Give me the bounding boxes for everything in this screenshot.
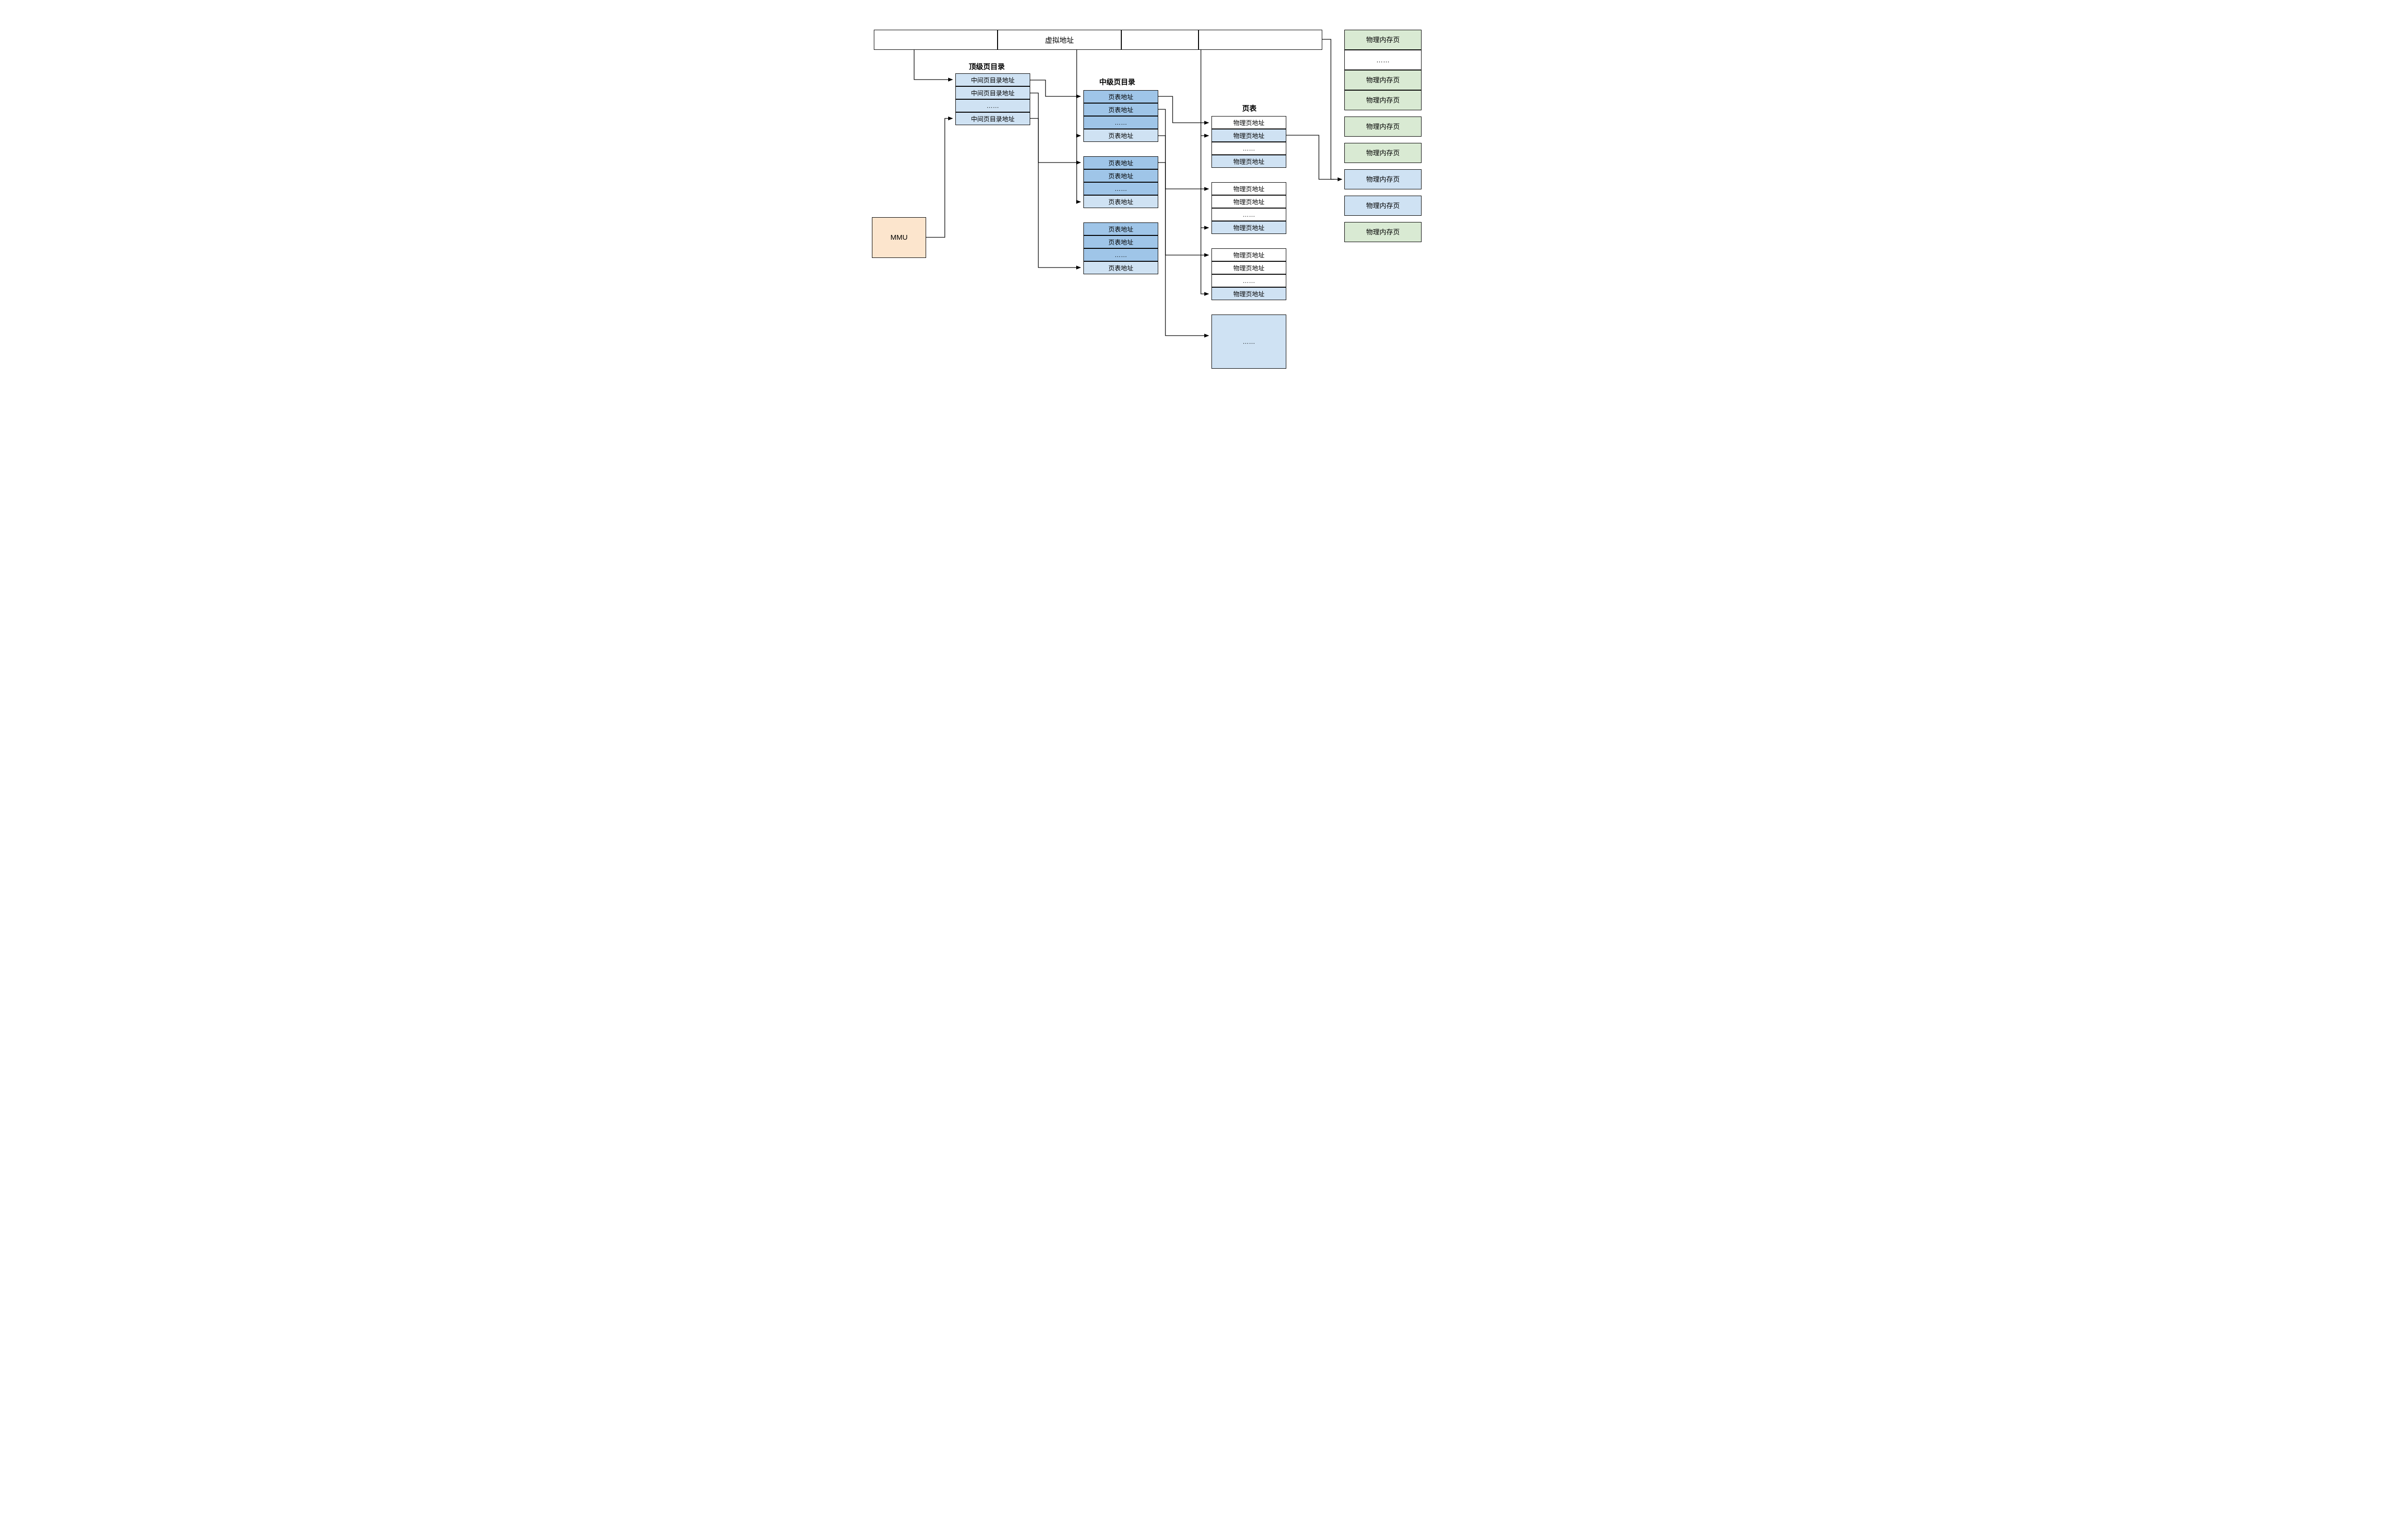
va-header-label: 虚拟地址 <box>1045 35 1074 45</box>
mid-dir-row: …… <box>1083 116 1158 129</box>
top-dir-row: …… <box>955 99 1030 112</box>
mid-dir-row: 页表地址 <box>1083 169 1158 182</box>
page-table-row: 物理页地址 <box>1211 287 1286 300</box>
ellipsis-label: …… <box>1243 338 1255 345</box>
page-table-row: 物理页地址 <box>1211 195 1286 208</box>
mid-dir-row: …… <box>1083 248 1158 261</box>
page-table-row: …… <box>1211 208 1286 221</box>
mid-dir-row: 页表地址 <box>1083 156 1158 169</box>
mid-dir-row: 页表地址 <box>1083 103 1158 116</box>
mid-dir-row: 页表地址 <box>1083 90 1158 103</box>
page-table-row: 物理页地址 <box>1211 182 1286 195</box>
mid-dir-row: …… <box>1083 182 1158 195</box>
va-header-seg-1 <box>874 30 998 50</box>
mid-dir-row: 页表地址 <box>1083 222 1158 235</box>
va-header-seg-2: 虚拟地址 <box>998 30 1121 50</box>
mid-dir-row: 页表地址 <box>1083 129 1158 142</box>
phys-mem-row: 物理内存页 <box>1344 169 1422 189</box>
mmu-label: MMU <box>891 234 908 241</box>
va-header-seg-4 <box>1199 30 1322 50</box>
phys-mem-row: …… <box>1344 50 1422 70</box>
mid-dir-row: 页表地址 <box>1083 235 1158 248</box>
diagram-canvas: 虚拟地址 MMU 顶级页目录 中级页目录 页表 中间页目录地址 中间页目录地址 … <box>820 0 1578 482</box>
page-table-row: 物理页地址 <box>1211 155 1286 168</box>
mid-dir-row: 页表地址 <box>1083 261 1158 274</box>
mid-dir-row: 页表地址 <box>1083 195 1158 208</box>
title-page-table: 页表 <box>1242 103 1257 113</box>
phys-mem-row: 物理内存页 <box>1344 30 1422 50</box>
phys-mem-row: 物理内存页 <box>1344 196 1422 216</box>
phys-mem-row: 物理内存页 <box>1344 70 1422 90</box>
phys-mem-row: 物理内存页 <box>1344 90 1422 110</box>
page-table-row: …… <box>1211 274 1286 287</box>
page-table-row: 物理页地址 <box>1211 261 1286 274</box>
title-top-dir: 顶级页目录 <box>969 61 1005 71</box>
mmu-box: MMU <box>872 217 926 258</box>
page-table-ellipsis: …… <box>1211 315 1286 369</box>
phys-mem-row: 物理内存页 <box>1344 143 1422 163</box>
phys-mem-row: 物理内存页 <box>1344 222 1422 242</box>
top-dir-row: 中间页目录地址 <box>955 73 1030 86</box>
top-dir-row: 中间页目录地址 <box>955 112 1030 125</box>
page-table-row: 物理页地址 <box>1211 116 1286 129</box>
phys-mem-row: 物理内存页 <box>1344 117 1422 137</box>
page-table-row: 物理页地址 <box>1211 221 1286 234</box>
top-dir-row: 中间页目录地址 <box>955 86 1030 99</box>
arrow-layer <box>820 0 1578 482</box>
page-table-row: 物理页地址 <box>1211 129 1286 142</box>
va-header-seg-3 <box>1121 30 1199 50</box>
title-mid-dir: 中级页目录 <box>1099 77 1135 87</box>
page-table-row: …… <box>1211 142 1286 155</box>
page-table-row: 物理页地址 <box>1211 248 1286 261</box>
